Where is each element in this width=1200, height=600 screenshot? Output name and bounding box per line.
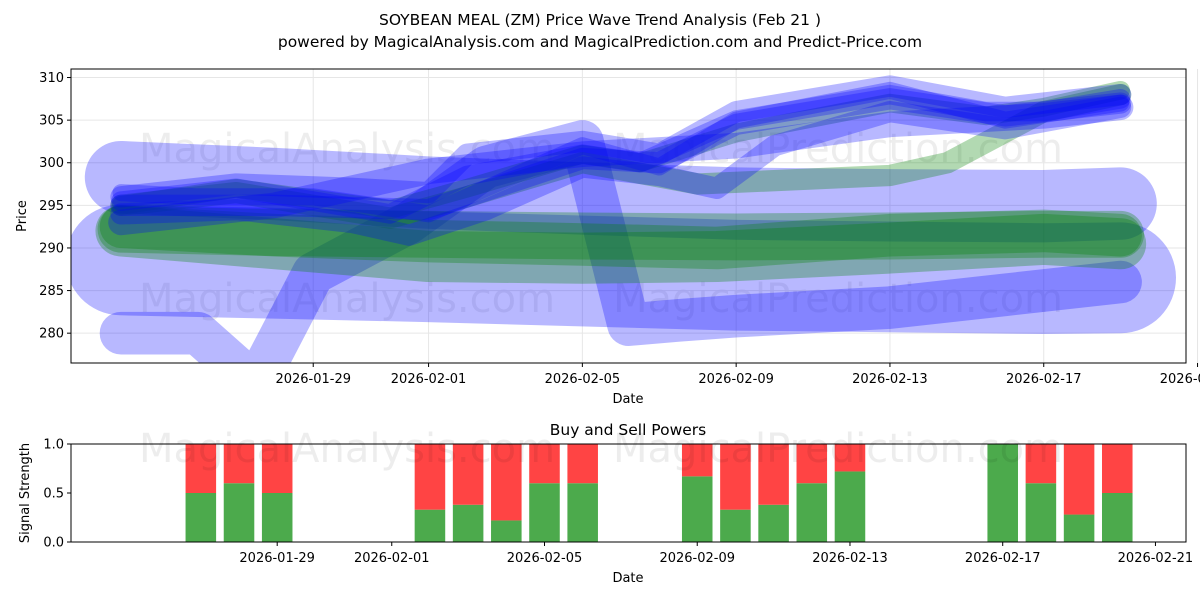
series-blue-wave-main — [111, 84, 1131, 224]
price-y-tick-label: 295 — [39, 199, 64, 214]
signal-y-tick-label: 1.0 — [43, 438, 64, 453]
price-y-tick-label: 290 — [39, 241, 64, 256]
price-panel: 280 285 290 295 300 305 310 2026-01-29 2026-02-0… — [15, 68, 1200, 407]
buy-bar — [1101, 493, 1133, 542]
price-x-tick-label: 2026-02-21 — [1160, 372, 1200, 387]
signal-panel: Buy and Sell Powers 0.0 0.5 1.0 2026-01-29 2… — [18, 421, 1194, 586]
buy-bar — [567, 483, 598, 542]
price-x-tick-label: 2026-02-01 — [391, 372, 467, 387]
signal-y-tick-label: 0.0 — [43, 536, 64, 551]
signal-x-tick-label: 2026-02-01 — [354, 551, 430, 566]
watermark-text: MagicalAnalysis.com — [139, 426, 555, 472]
watermark-text: MagicalPrediction.com — [613, 426, 1063, 472]
buy-bar — [834, 471, 866, 542]
price-y-tick-label: 280 — [39, 327, 64, 342]
buy-bar — [1063, 514, 1095, 542]
signal-y-axis-label: Signal Strength — [18, 443, 33, 543]
sell-bar — [758, 444, 789, 505]
series-blue-band-lower — [71, 204, 1176, 334]
price-plot-frame — [70, 68, 1187, 364]
watermark-bottom: MagicalAnalysis.com MagicalPrediction.com — [139, 426, 1063, 472]
series-blue-wave-steady — [110, 88, 1132, 221]
sell-bar — [185, 444, 217, 493]
watermark-text: MagicalAnalysis.com — [139, 126, 555, 172]
buy-bar — [414, 509, 446, 542]
series-blue-rising-band — [108, 94, 1134, 236]
sell-bar — [529, 444, 560, 484]
signal-x-tick-label: 2026-02-21 — [1118, 551, 1194, 566]
signal-x-axis-label: Date — [612, 571, 643, 586]
sell-bar — [834, 444, 866, 472]
buy-bar — [185, 493, 217, 542]
series-blue-wave-low — [110, 96, 1132, 246]
price-y-tick-label: 305 — [39, 114, 64, 129]
sell-bar — [1025, 444, 1057, 484]
sell-bar — [681, 444, 713, 477]
series-green-wave-upper — [111, 80, 1130, 219]
series-blue-wave-alt — [112, 81, 1130, 223]
series-green-band-mid — [99, 205, 1142, 270]
chart-subtitle: powered by MagicalAnalysis.com and Magic… — [278, 33, 922, 51]
watermark-text: MagicalAnalysis.com — [139, 276, 555, 322]
price-y-tick-label: 300 — [39, 156, 64, 171]
signal-x-tick-label: 2026-02-05 — [507, 551, 583, 566]
chart-title: SOYBEAN MEAL (ZM) Price Wave Trend Analy… — [379, 11, 821, 29]
sell-bar — [452, 444, 484, 505]
signal-chart-title: Buy and Sell Powers — [550, 421, 707, 439]
buy-bar — [223, 483, 255, 542]
signal-x-tick-label: 2026-01-29 — [239, 551, 315, 566]
signal-x-tick-label: 2026-02-13 — [812, 551, 888, 566]
signal-x-tick-label: 2026-02-09 — [659, 551, 735, 566]
buy-bar — [1025, 483, 1057, 542]
price-y-tick-label: 310 — [39, 71, 64, 86]
sell-bar — [567, 444, 598, 484]
series-blue-wave-high — [110, 75, 1132, 208]
series-green-wave-dip — [110, 83, 1132, 229]
buy-bar — [261, 493, 293, 542]
buy-bar — [720, 509, 751, 542]
price-x-tick-label: 2026-02-17 — [1006, 372, 1082, 387]
sell-bar — [261, 444, 293, 493]
buy-bar — [758, 504, 789, 542]
buy-bar — [491, 520, 522, 542]
price-y-tick-label: 285 — [39, 284, 64, 299]
series-blue-wave-dip — [99, 120, 1142, 363]
sell-bar — [796, 444, 828, 484]
series-green-band-steady — [97, 205, 1145, 261]
price-x-tick-label: 2026-01-29 — [275, 372, 351, 387]
price-x-tick-label: 2026-02-13 — [852, 372, 928, 387]
buy-bar — [452, 504, 484, 542]
buy-bar — [987, 444, 1018, 542]
sell-bar — [414, 444, 446, 510]
series-blue-band-wide-upper — [84, 141, 1157, 243]
watermark-top: MagicalAnalysis.com MagicalPrediction.com… — [139, 126, 1063, 322]
buy-bar — [529, 483, 560, 542]
sell-bar — [1063, 444, 1095, 515]
sell-bar — [223, 444, 255, 484]
price-y-axis-label: Price — [15, 200, 30, 232]
price-x-tick-label: 2026-02-09 — [698, 372, 774, 387]
watermark-text: MagicalPrediction.com — [613, 126, 1063, 172]
series-green-band-low — [95, 205, 1147, 284]
buy-bar — [681, 476, 713, 542]
watermark-text: MagicalPrediction.com — [613, 276, 1063, 322]
signal-x-tick-label: 2026-02-17 — [965, 551, 1041, 566]
sell-bar — [720, 444, 751, 510]
signal-y-tick-label: 0.5 — [43, 487, 64, 502]
price-x-tick-label: 2026-02-05 — [545, 372, 621, 387]
sell-bar — [491, 444, 522, 521]
price-x-axis-label: Date — [612, 392, 643, 407]
buy-bar — [796, 483, 828, 542]
sell-bar — [1101, 444, 1133, 493]
